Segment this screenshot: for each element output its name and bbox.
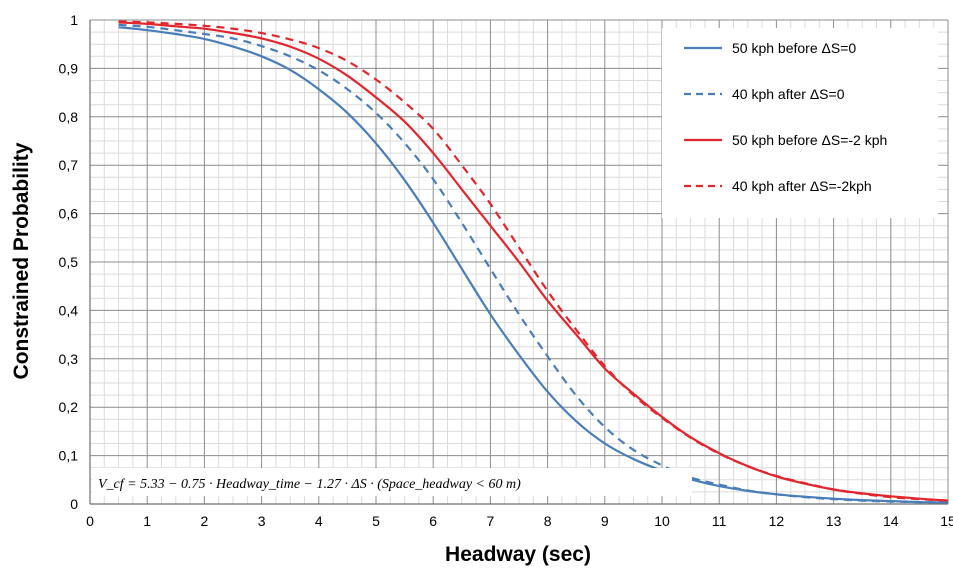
y-tick-label: 0,1 [59, 448, 79, 464]
y-tick-labels: 0 0,1 0,2 0,3 0,4 0,5 0,6 0,7 0,8 0,9 1 [59, 12, 79, 512]
formula-text: V_cf = 5.33 − 0.75 · Headway_time − 1.27… [98, 477, 521, 492]
x-tick-label: 2 [201, 513, 209, 529]
x-tick-label: 12 [769, 513, 785, 529]
y-tick-label: 0,8 [59, 109, 79, 125]
formula-annotation: V_cf = 5.33 − 0.75 · Headway_time − 1.27… [92, 468, 692, 496]
x-tick-label: 4 [315, 513, 323, 529]
series-40kph-after-ds-2 [118, 20, 949, 502]
legend-label-4: 40 kph after ΔS=-2kph [732, 178, 872, 194]
legend: 50 kph before ΔS=0 40 kph after ΔS=0 50 … [662, 28, 938, 218]
legend-label-2: 40 kph after ΔS=0 [732, 86, 845, 102]
legend-label-1: 50 kph before ΔS=0 [732, 40, 856, 56]
series-40kph-after-ds0 [118, 23, 949, 504]
x-tick-label: 15 [940, 513, 953, 529]
y-tick-label: 1 [70, 12, 78, 28]
x-tick-label: 7 [487, 513, 495, 529]
formula-background [92, 468, 692, 496]
grid [89, 19, 949, 505]
x-tick-label: 1 [143, 513, 151, 529]
x-tick-label: 9 [601, 513, 609, 529]
x-tick-label: 3 [258, 513, 266, 529]
series-lines [118, 20, 949, 504]
x-tick-label: 5 [372, 513, 380, 529]
legend-label-3: 50 kph before ΔS=-2 kph [732, 132, 887, 148]
y-tick-label: 0 [70, 496, 78, 512]
x-tick-label: 0 [86, 513, 94, 529]
y-tick-label: 0,2 [59, 399, 79, 415]
x-tick-label: 8 [544, 513, 552, 529]
x-axis-title: Headway (sec) [445, 543, 591, 566]
x-tick-label: 14 [883, 513, 899, 529]
y-tick-label: 0,5 [59, 254, 79, 270]
y-tick-label: 0,7 [59, 157, 79, 173]
y-tick-label: 0,4 [59, 302, 79, 318]
x-tick-label: 11 [712, 513, 727, 529]
x-tick-label: 6 [429, 513, 437, 529]
x-tick-label: 13 [826, 513, 842, 529]
y-tick-label: 0,3 [59, 351, 79, 367]
x-tick-labels: 0 1 2 3 4 5 6 7 8 9 10 11 12 13 14 15 [86, 513, 953, 529]
y-tick-label: 0,9 [59, 60, 79, 76]
x-tick-label: 10 [654, 513, 670, 529]
y-tick-label: 0,6 [59, 206, 79, 222]
y-axis-title: Constrained Probability [10, 142, 33, 379]
